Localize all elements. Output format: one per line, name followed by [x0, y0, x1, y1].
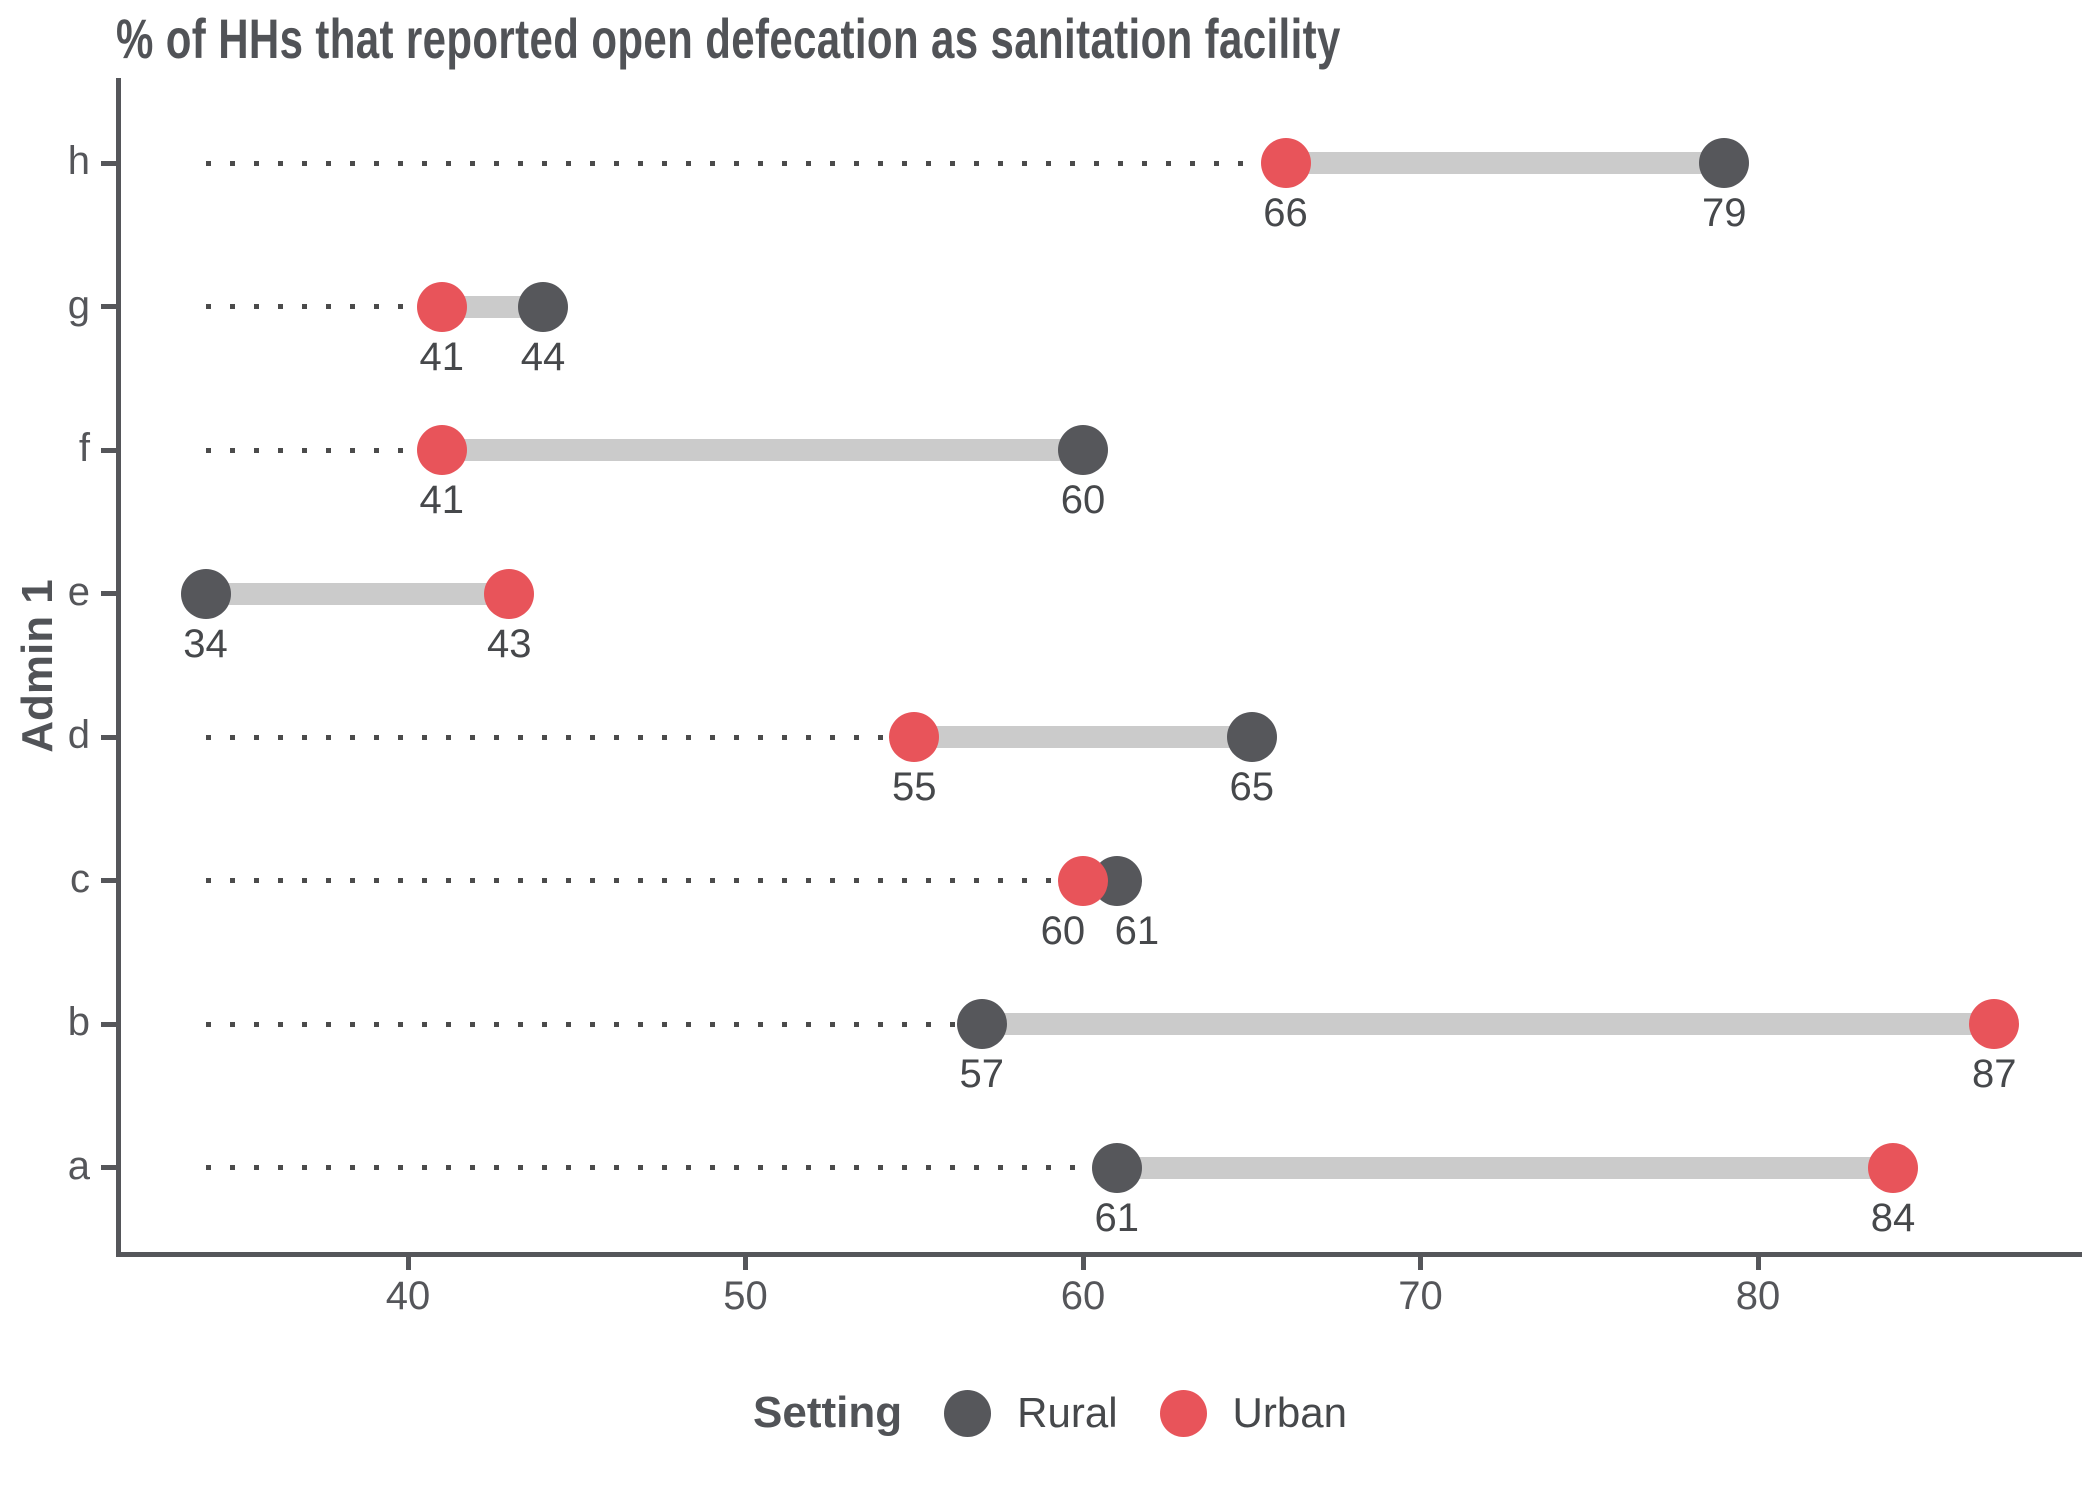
urban-dot	[484, 568, 535, 619]
urban-value-label: 60	[1040, 908, 1086, 953]
y-axis-tick	[101, 447, 117, 453]
y-axis-category-label: h	[67, 139, 90, 183]
rural-dot	[1699, 138, 1750, 188]
y-axis-category-label: b	[67, 1000, 90, 1045]
rural-dot	[180, 568, 231, 619]
rural-value-label: 44	[520, 334, 566, 379]
leader-dotted-line	[205, 1165, 1117, 1171]
legend-title: Setting	[753, 1388, 903, 1437]
rural-value-label: 61	[1114, 908, 1160, 953]
y-axis-tick	[101, 304, 117, 310]
urban-value-label: 41	[419, 334, 465, 379]
urban-dot	[889, 712, 940, 763]
x-axis-tick-label: 60	[1060, 1274, 1106, 1318]
x-axis-tick	[1080, 1257, 1086, 1270]
rural-value-label: 57	[959, 1052, 1005, 1097]
x-axis-tick	[1418, 1257, 1423, 1270]
urban-value-label: 87	[1972, 1052, 2017, 1097]
x-axis-line	[116, 1252, 2082, 1257]
legend-item-rural: Rural	[944, 1389, 1118, 1437]
urban-dot	[1260, 138, 1311, 188]
leader-dotted-line	[205, 447, 442, 453]
rural-value-label: 65	[1229, 765, 1275, 810]
leader-dotted-line	[205, 1021, 982, 1027]
y-axis-line	[116, 78, 121, 1257]
legend: Setting Rural Urban	[0, 1388, 2100, 1438]
leader-dotted-line	[205, 734, 915, 740]
rural-value-label: 79	[1702, 191, 1747, 235]
urban-dot	[416, 425, 467, 476]
rural-dot	[1091, 1142, 1142, 1193]
leader-dotted-line	[205, 878, 1083, 884]
x-axis-tick	[405, 1257, 411, 1270]
urban-value-label: 41	[419, 478, 465, 523]
urban-swatch-icon	[1159, 1389, 1207, 1437]
y-axis-category-label: d	[67, 713, 90, 758]
rural-swatch-icon	[944, 1389, 992, 1437]
rural-value-label: 61	[1094, 1195, 1140, 1240]
rural-dot	[1058, 425, 1108, 476]
x-axis-tick	[1755, 1257, 1761, 1270]
urban-value-label: 55	[892, 765, 937, 810]
y-axis-tick	[101, 734, 117, 740]
x-axis-tick-label: 40	[385, 1274, 431, 1318]
y-axis-tick	[101, 1165, 117, 1171]
rural-dot	[518, 281, 568, 332]
urban-dot	[1058, 855, 1108, 906]
urban-value-label: 84	[1870, 1195, 1916, 1240]
leader-dotted-line	[205, 304, 442, 310]
chart-title: % of HHs that reported open defecation a…	[116, 7, 1341, 70]
legend-item-label: Urban	[1232, 1389, 1347, 1436]
connector-bar	[981, 1013, 1995, 1036]
y-axis-category-label: a	[67, 1143, 90, 1188]
connector-bar	[914, 726, 1252, 749]
rural-value-label: 60	[1060, 478, 1106, 523]
y-axis-tick	[101, 878, 117, 884]
legend-item-label: Rural	[1017, 1389, 1118, 1436]
y-axis-category-label: f	[78, 426, 90, 471]
y-axis-tick	[101, 591, 117, 597]
urban-dot	[416, 281, 467, 332]
urban-dot	[1868, 1142, 1918, 1193]
y-axis-tick	[101, 1021, 117, 1027]
connector-bar	[441, 439, 1083, 462]
rural-dot	[956, 999, 1007, 1050]
y-axis-tick	[101, 160, 117, 166]
legend-item-urban: Urban	[1159, 1389, 1347, 1437]
urban-dot	[1969, 999, 2020, 1050]
x-axis-tick-label: 80	[1735, 1274, 1781, 1318]
connector-bar	[441, 295, 543, 318]
y-axis-category-label: e	[67, 569, 90, 614]
leader-dotted-line	[205, 160, 1286, 166]
connector-bar	[1285, 152, 1725, 174]
connector-bar	[1116, 1156, 1893, 1179]
y-axis-category-label: c	[70, 856, 90, 901]
urban-value-label: 43	[487, 621, 532, 666]
connector-bar	[205, 582, 510, 605]
urban-value-label: 66	[1263, 191, 1308, 235]
y-axis-category-label: g	[67, 282, 90, 327]
x-axis-tick-label: 50	[723, 1274, 768, 1318]
x-axis-tick-label: 70	[1398, 1274, 1443, 1318]
x-axis-tick	[743, 1257, 748, 1270]
rural-value-label: 34	[183, 621, 228, 666]
rural-dot	[1226, 712, 1277, 763]
